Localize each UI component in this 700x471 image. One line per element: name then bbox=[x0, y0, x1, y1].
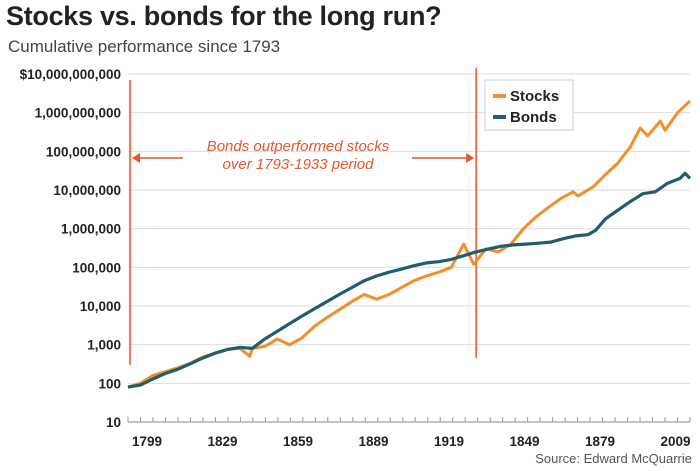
x-tick-label: 2009 bbox=[660, 434, 690, 449]
x-tick-label: 1919 bbox=[434, 434, 464, 449]
legend-label: Bonds bbox=[510, 109, 557, 126]
x-tick-label: 1879 bbox=[585, 434, 615, 449]
grid bbox=[127, 73, 691, 423]
x-tick-label: 1829 bbox=[207, 434, 237, 449]
annotation-text: over 1793-1933 period bbox=[223, 156, 375, 173]
x-tick-label: 1859 bbox=[283, 434, 313, 449]
chart-subtitle: Cumulative performance since 1793 bbox=[8, 37, 281, 56]
source-note: Source: Edward McQuarrie bbox=[535, 451, 692, 466]
y-tick-label: $10,000,000,000 bbox=[20, 67, 121, 82]
series-lines bbox=[127, 99, 692, 389]
x-tick-label: 1889 bbox=[358, 434, 388, 449]
y-tick-label: 10,000 bbox=[80, 299, 121, 314]
y-tick-label: 10 bbox=[106, 415, 121, 430]
y-tick-label: 1,000,000 bbox=[61, 222, 121, 237]
y-tick-label: 100,000 bbox=[72, 260, 121, 275]
y-tick-label: 10,000,000 bbox=[53, 183, 121, 198]
x-axis: 1799 1829 1859 1889 1919 1849 1879 2009 bbox=[132, 434, 691, 449]
annotation-text: Bonds outperformed stocks bbox=[207, 138, 390, 155]
y-tick-label: 1,000 bbox=[87, 338, 121, 353]
series-line-bonds bbox=[127, 171, 692, 389]
y-tick-label: 100,000,000 bbox=[46, 144, 121, 159]
y-tick-label: 100 bbox=[98, 376, 121, 391]
legend-label: Stocks bbox=[510, 88, 559, 105]
legend-box bbox=[484, 79, 574, 131]
x-tick-label: 1799 bbox=[132, 434, 162, 449]
y-tick-label: 1,000,000,000 bbox=[35, 106, 121, 121]
chart-title: Stocks vs. bonds for the long run? bbox=[6, 1, 442, 31]
arrow-left-head bbox=[132, 153, 140, 163]
legend: Stocks Bonds bbox=[484, 79, 574, 131]
y-axis: 10 100 1,000 10,000 100,000 1,000,000 10,000,0… bbox=[20, 67, 121, 430]
arrow-right-head bbox=[466, 153, 475, 163]
x-tick-label: 1849 bbox=[509, 434, 539, 449]
